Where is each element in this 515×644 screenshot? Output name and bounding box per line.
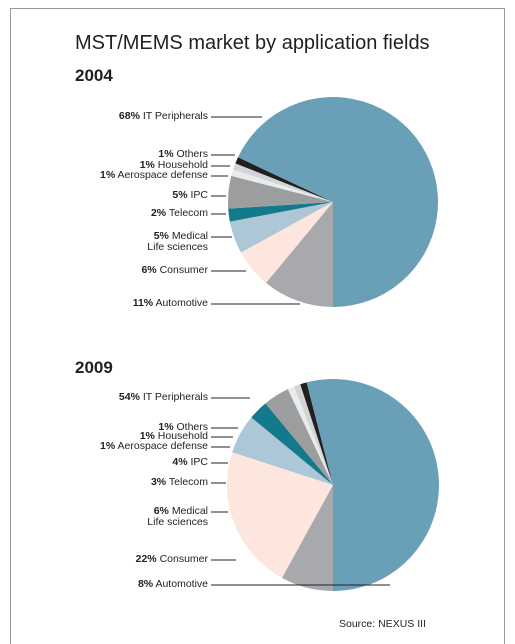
category-label: Telecom	[168, 207, 208, 219]
pie-slice	[306, 378, 439, 591]
category-label: Telecom	[168, 476, 208, 488]
value-label: 5%	[172, 189, 188, 201]
value-label: 8%	[137, 578, 154, 590]
slice-label: 1% Aerospace defense	[8, 170, 208, 181]
pie-title: 2009	[75, 358, 113, 377]
pie-slice	[229, 202, 333, 253]
pie-slice	[226, 452, 333, 578]
pie-slice	[235, 157, 333, 202]
category-label: Household	[157, 159, 208, 171]
pie-slice	[228, 175, 333, 209]
value-label: 1%	[139, 159, 155, 171]
value-label: 22%	[135, 553, 157, 565]
category-label: IT Peripherals	[142, 110, 208, 122]
slice-label: 1% Household	[8, 160, 208, 171]
pie-slice	[237, 97, 438, 308]
slice-label: 11% Automotive	[8, 298, 208, 309]
slice-label: 2% Telecom	[8, 208, 208, 219]
category-label: Automotive	[155, 578, 208, 590]
category-label: Medical Life sciences	[147, 505, 208, 528]
slice-label: 1% Others	[8, 422, 208, 433]
value-label: 1%	[158, 148, 174, 160]
value-label: 3%	[150, 476, 167, 488]
pie-slice	[281, 485, 333, 591]
pie-slice	[233, 163, 333, 202]
category-label: Others	[176, 421, 208, 433]
slice-label: 68% IT Peripherals	[8, 111, 208, 122]
category-label: Aerospace defense	[117, 169, 208, 181]
value-label: 1%	[139, 430, 155, 442]
value-label: 1%	[99, 440, 116, 452]
category-label: IPC	[190, 189, 208, 201]
source: Source: NEXUS III	[339, 618, 426, 630]
pie-title: 2004	[75, 66, 113, 85]
category-label: Consumer	[159, 553, 208, 565]
pie-slice	[228, 202, 333, 222]
pie-slice	[293, 384, 333, 485]
slice-label: 54% IT Peripherals	[8, 392, 208, 403]
slice-label: 5% Medical Life sciences	[8, 231, 208, 253]
category-label: Medical Life sciences	[147, 230, 208, 253]
slice-label: 22% Consumer	[8, 554, 208, 565]
value-label: 5%	[153, 230, 169, 242]
slice-label: 4% IPC	[8, 457, 208, 468]
value-label: 4%	[172, 456, 188, 468]
slice-label: 3% Telecom	[8, 477, 208, 488]
category-label: Household	[157, 430, 208, 442]
pie-slice	[231, 169, 333, 202]
category-label: Aerospace defense	[117, 440, 208, 452]
category-label: IT Peripherals	[142, 391, 208, 403]
value-label: 68%	[118, 110, 140, 122]
value-label: 11%	[132, 297, 154, 309]
pie-slice	[287, 386, 333, 485]
slice-label: 6% Consumer	[8, 265, 208, 276]
pie-slice	[300, 382, 333, 485]
value-label: 6%	[141, 264, 157, 276]
slice-label: 8% Automotive	[8, 579, 208, 590]
slice-label: 1% Aerospace defense	[8, 441, 208, 452]
category-label: IPC	[190, 456, 208, 468]
slice-label: 6% Medical Life sciences	[8, 506, 208, 528]
slice-label: 5% IPC	[8, 190, 208, 201]
category-label: Automotive	[155, 297, 208, 309]
chart-title: MST/MEMS market by application fields	[75, 32, 430, 54]
frame	[10, 8, 505, 644]
pie-slice	[251, 403, 333, 485]
value-label: 1%	[99, 169, 116, 181]
value-label: 54%	[118, 391, 140, 403]
slice-label: 1% Household	[8, 431, 208, 442]
value-label: 1%	[158, 421, 174, 433]
value-label: 2%	[150, 207, 167, 219]
category-label: Others	[176, 148, 208, 160]
pie-slice	[266, 202, 333, 307]
pie-slice	[240, 202, 333, 283]
category-label: Consumer	[159, 264, 208, 276]
value-label: 6%	[153, 505, 169, 517]
pie-slice	[232, 417, 333, 485]
pie-slice	[265, 389, 333, 485]
slice-label: 1% Others	[8, 149, 208, 160]
